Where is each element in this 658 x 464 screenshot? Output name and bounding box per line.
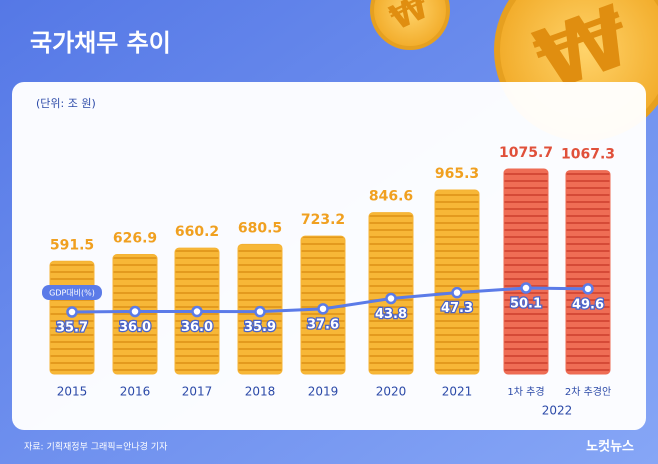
bar <box>434 189 480 375</box>
value-label: 660.2 <box>175 224 219 240</box>
x-tick-label: 1차 추경 <box>507 385 544 398</box>
x-tick-label: 2015 <box>57 385 88 399</box>
value-label: 723.2 <box>301 212 345 228</box>
category-group-label: 2022 <box>542 404 573 418</box>
chart-title: 국가채무 추이 <box>30 29 171 57</box>
ratio-point <box>191 305 203 318</box>
source: 자료: 기획재정부 그래픽=안나경 기자 <box>24 441 168 453</box>
ratio-point <box>385 292 397 305</box>
value-label: 1067.3 <box>561 147 615 163</box>
ratio-point <box>129 305 141 318</box>
value-label: 1075.7 <box>499 145 553 161</box>
x-tick-label: 2020 <box>376 385 407 399</box>
ratio-label: 49.6 <box>572 297 604 312</box>
x-tick-label: 2016 <box>120 385 151 399</box>
x-tick-label: 2021 <box>442 385 473 399</box>
ratio-label: 50.1 <box>510 297 542 312</box>
logo: 노컷뉴스 <box>586 439 634 455</box>
ratio-point <box>317 303 329 315</box>
ratio-label: 43.8 <box>375 307 407 322</box>
ratio-point <box>582 283 594 295</box>
legend-pill <box>42 285 102 300</box>
ratio-point <box>520 282 532 294</box>
value-label: 680.5 <box>238 220 282 236</box>
ratio-label: 35.7 <box>56 321 88 336</box>
x-tick-label: 2017 <box>182 385 213 399</box>
ratio-point <box>66 306 78 318</box>
ratio-point <box>451 286 463 299</box>
value-label: 591.5 <box>50 237 94 253</box>
value-label: 626.9 <box>113 231 157 247</box>
bar <box>503 168 549 375</box>
ratio-label: 36.0 <box>119 320 151 335</box>
value-label: 846.6 <box>369 189 413 205</box>
ratio-label: 35.9 <box>244 320 276 335</box>
ratio-label: 36.0 <box>181 320 213 335</box>
ratio-label: 37.6 <box>307 317 339 332</box>
ratio-label: 47.3 <box>441 301 473 316</box>
bar <box>565 170 611 375</box>
x-tick-label: 2차 추경안 <box>565 385 611 398</box>
ratio-point <box>254 305 266 318</box>
legend-label: GDP대비(%) <box>49 289 95 298</box>
unit-label: (단위: 조 원) <box>36 97 96 110</box>
x-tick-label: 2018 <box>245 385 276 399</box>
x-tick-label: 2019 <box>308 385 339 399</box>
value-label: 965.3 <box>435 166 479 182</box>
